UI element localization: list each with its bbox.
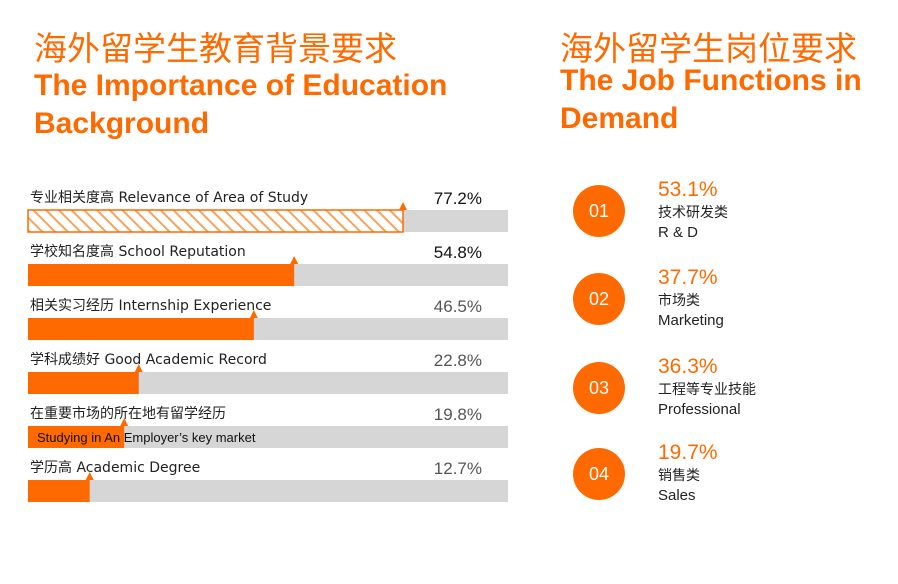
bar-category-label: 相关实习经历 Internship Experience bbox=[30, 298, 271, 314]
job-label-en: Sales bbox=[658, 487, 696, 504]
job-label-en: R & D bbox=[658, 224, 699, 241]
bar-value-label: 54.8% bbox=[434, 243, 482, 262]
job-item: 01 53.1% 技术研发类 R & D bbox=[573, 178, 893, 255]
job-number-badge: 03 bbox=[573, 362, 625, 414]
bar-category-label: 学科成绩好 Good Academic Record bbox=[30, 352, 267, 368]
education-title-en: The Importance of Education Background bbox=[34, 69, 448, 140]
job-percentage: 36.3% bbox=[658, 355, 718, 378]
job-percentage: 37.7% bbox=[658, 266, 718, 289]
bar-value-label: 46.5% bbox=[434, 297, 482, 316]
education-bar-chart: 专业相关度高 Relevance of Area of Study 77.2% 学校… bbox=[27, 189, 508, 502]
job-label-cn: 销售类 bbox=[658, 468, 700, 484]
job-label-cn: 技术研发类 bbox=[658, 205, 728, 221]
bar-value-label: 22.8% bbox=[434, 351, 482, 370]
job-label-en: Professional bbox=[658, 401, 741, 418]
bar-marker bbox=[85, 472, 94, 480]
bar-category-label: 专业相关度高 Relevance of Area of Study bbox=[30, 189, 308, 206]
bar-marker bbox=[120, 418, 129, 426]
bar-marker bbox=[399, 202, 407, 210]
job-label-cn: 市场类 bbox=[658, 293, 700, 309]
job-percentage: 19.7% bbox=[658, 441, 718, 464]
jobs-title-en: The Job Functions in Demand bbox=[560, 64, 862, 135]
education-background-panel: 海外留学生教育背景要求 The Importance of Education … bbox=[27, 29, 508, 502]
bar-track bbox=[28, 480, 508, 502]
bar-value-label: 77.2% bbox=[434, 189, 482, 208]
job-label-en: Marketing bbox=[658, 312, 724, 329]
bar bbox=[28, 426, 125, 448]
job-functions-panel: 海外留学生岗位要求 The Job Functions in Demand 01… bbox=[540, 0, 898, 584]
job-item: 02 37.7% 市场类 Marketing bbox=[573, 266, 893, 343]
bar-marker bbox=[290, 256, 299, 264]
job-number-badge: 01 bbox=[573, 185, 625, 237]
jobs-title-cn: 海外留学生岗位要求 bbox=[560, 29, 857, 68]
job-percentage: 53.1% bbox=[658, 178, 718, 201]
bar-category-label: 在重要市场的所在地有留学经历 bbox=[30, 405, 226, 422]
bar bbox=[28, 264, 295, 286]
education-title-cn: 海外留学生教育背景要求 bbox=[34, 29, 397, 68]
bar-marker bbox=[249, 310, 258, 318]
job-item: 03 36.3% 工程等专业技能 Professional bbox=[573, 355, 893, 432]
bar-value-label: 12.7% bbox=[434, 459, 482, 478]
bar bbox=[28, 372, 139, 394]
job-number-badge: 02 bbox=[573, 273, 625, 325]
bar-track bbox=[28, 426, 508, 448]
bar-value-label: 19.8% bbox=[434, 405, 482, 424]
job-label-cn: 工程等专业技能 bbox=[658, 382, 756, 398]
bar-category-sublabel: Studying in An Employer’s key market bbox=[37, 430, 256, 445]
bar bbox=[27, 209, 404, 233]
job-number-badge: 04 bbox=[573, 448, 625, 500]
bar-track bbox=[28, 372, 508, 394]
bar bbox=[28, 318, 254, 340]
bar-category-label: 学历高 Academic Degree bbox=[30, 459, 200, 476]
bar-marker bbox=[134, 364, 143, 372]
bar bbox=[28, 480, 90, 502]
job-item: 04 19.7% 销售类 Sales bbox=[573, 441, 893, 518]
bar-category-label: 学校知名度高 School Reputation bbox=[30, 243, 246, 260]
